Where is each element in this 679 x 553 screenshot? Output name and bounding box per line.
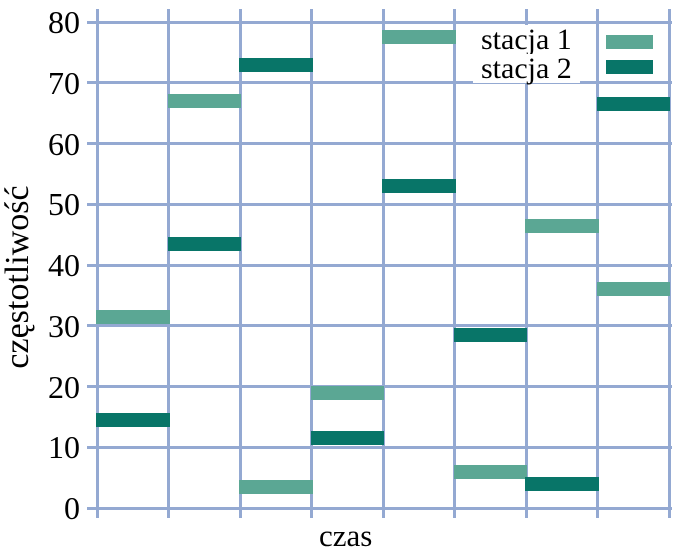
y-tick-label-20: 20: [48, 368, 80, 405]
gridline-y-80: [87, 20, 672, 24]
legend-label-stacja-1: stacja 1: [473, 25, 580, 55]
bar-stacja-1-slot-7: [525, 218, 599, 233]
legend-label-stacja-2: stacja 2: [473, 54, 580, 84]
y-tick-label-70: 70: [48, 64, 80, 101]
bar-stacja-2-slot-3: [239, 57, 313, 72]
bar-stacja-1-slot-8: [596, 282, 670, 297]
gridline-y-70: [87, 81, 672, 85]
bar-stacja-1-slot-4: [310, 385, 384, 400]
gridline-x-1: [167, 9, 170, 518]
bar-stacja-1-slot-5: [382, 30, 456, 45]
y-tick-label-0: 0: [64, 490, 80, 526]
gridline-x-2: [238, 9, 242, 518]
bar-stacja-2-slot-5: [382, 179, 456, 194]
gridline-y-50: [87, 202, 672, 206]
gridline-x-7: [596, 9, 599, 518]
bar-stacja-2-slot-7: [525, 476, 599, 491]
gridline-x-5: [453, 9, 456, 518]
bar-stacja-1-slot-2: [167, 93, 241, 108]
bar-stacja-1-slot-3: [239, 479, 313, 494]
gridline-y-10: [87, 445, 672, 449]
gridline-x-3: [310, 9, 313, 518]
gridline-x-8: [667, 9, 671, 518]
legend-swatch-stacja-1: [606, 35, 653, 49]
bar-stacja-2-slot-6: [453, 327, 527, 342]
gridline-y-0: [87, 506, 672, 510]
y-tick-label-10: 10: [48, 429, 80, 466]
bar-stacja-1-slot-1: [96, 309, 170, 324]
legend-swatch-stacja-2: [606, 60, 653, 74]
gridline-y-30: [87, 324, 672, 328]
gridline-x-6: [524, 9, 528, 518]
bar-stacja-2-slot-4: [310, 431, 384, 446]
y-tick-label-80: 80: [48, 4, 80, 40]
gridline-y-40: [87, 263, 672, 267]
bar-stacja-2-slot-1: [96, 412, 170, 427]
bar-stacja-1-slot-6: [453, 464, 527, 479]
y-tick-label-30: 30: [48, 307, 80, 344]
gridline-y-60: [87, 142, 672, 145]
bar-stacja-2-slot-8: [596, 97, 670, 111]
y-tick-label-50: 50: [48, 186, 80, 223]
x-axis-title: czas: [319, 518, 373, 553]
gridline-x-0: [95, 9, 99, 518]
bar-stacja-2-slot-2: [167, 236, 241, 251]
y-tick-label-40: 40: [48, 247, 80, 283]
y-tick-label-60: 60: [48, 125, 80, 162]
gridline-x-4: [381, 9, 385, 518]
